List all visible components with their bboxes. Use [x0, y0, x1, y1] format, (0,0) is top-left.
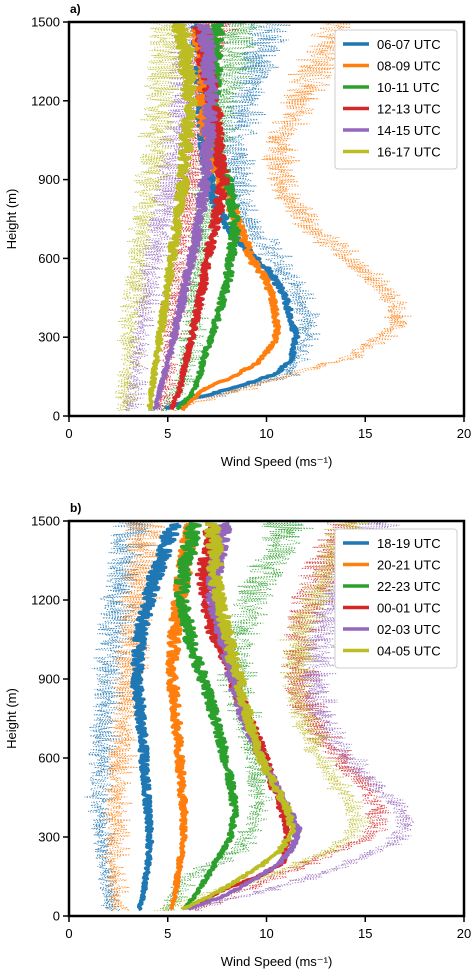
series-envelope-18-19-utc [88, 521, 149, 912]
legend-label: 04-05 UTC [377, 644, 441, 659]
x-tick-label: 5 [164, 426, 171, 441]
legend-label: 08-09 UTC [377, 59, 441, 74]
series-envelope-12-13-utc [155, 22, 229, 411]
x-tick-label: 15 [358, 426, 372, 441]
y-tick-label: 300 [38, 330, 60, 345]
x-tick-label: 0 [65, 926, 72, 941]
series-envelope-16-17-utc [116, 22, 184, 412]
legend-label: 22-23 UTC [377, 579, 441, 594]
y-tick-label: 0 [53, 409, 60, 424]
plot-area [114, 22, 413, 412]
series-envelope-06-07-utc [148, 22, 313, 412]
series-line-22-23-utc [173, 522, 240, 911]
x-tick-label: 20 [457, 926, 471, 941]
legend-label: 20-21 UTC [377, 558, 441, 573]
y-tick-label: 900 [38, 172, 60, 187]
legend-label: 00-01 UTC [377, 601, 441, 616]
legend-label: 12-13 UTC [377, 102, 441, 117]
y-tick-label: 1200 [31, 593, 60, 608]
legend-label: 14-15 UTC [377, 123, 441, 138]
series-envelope-18-19-utc [84, 521, 157, 912]
y-tick-label: 0 [53, 909, 60, 924]
x-axis-label: Wind Speed (ms⁻¹) [221, 454, 333, 469]
legend-label: 06-07 UTC [377, 37, 441, 52]
series-envelope-14-15-utc [123, 22, 218, 412]
y-tick-label: 600 [38, 751, 60, 766]
series-line-12-13-utc [169, 23, 230, 411]
legend-label: 16-17 UTC [377, 145, 441, 160]
x-tick-label: 0 [65, 426, 72, 441]
y-axis-label: Height (m) [4, 688, 19, 749]
y-tick-label: 600 [38, 251, 60, 266]
series-envelope-06-07-utc [148, 22, 321, 412]
x-tick-label: 10 [259, 426, 273, 441]
legend-label: 02-03 UTC [377, 622, 441, 637]
y-tick-label: 300 [38, 830, 60, 845]
legend-label: 10-11 UTC [377, 80, 440, 95]
plot-area [84, 521, 416, 912]
x-tick-label: 15 [358, 926, 372, 941]
panel-a: 0 5 10 15 20 0 300 600 900 1200 1500 Wind Speed (ms… [4, 2, 471, 469]
series-line-04-05-utc [180, 522, 297, 911]
y-axis-label: Height (m) [4, 189, 19, 250]
series-envelope-00-01-utc [190, 521, 384, 912]
legend: 06-07 UTC 08-09 UTC 10-11 UTC 12-13 UTC 14-1… [334, 29, 458, 170]
series-line-20-21-utc [165, 522, 199, 911]
panel-label: a) [70, 2, 81, 16]
legend-label: 18-19 UTC [377, 536, 441, 551]
panel-b: 0 5 10 15 20 0 300 600 900 1200 1500 Wind Speed (ms… [4, 501, 471, 969]
series-line-14-15-utc [152, 23, 220, 411]
y-tick-label: 1200 [31, 93, 60, 108]
series-line-18-19-utc [130, 522, 182, 912]
series-envelope-22-23-utc [160, 521, 314, 912]
series-envelope-02-03-utc [189, 521, 411, 911]
series-envelope-08-09-utc [171, 22, 407, 412]
panel-label: b) [70, 501, 81, 515]
y-tick-label: 900 [38, 672, 60, 687]
series-line-16-17-utc [146, 23, 198, 412]
y-tick-label: 1500 [31, 15, 60, 30]
series-line-02-03-utc [186, 522, 303, 911]
legend: 18-19 UTC 20-21 UTC 22-23 UTC 00-01 UTC 02-0… [334, 528, 458, 669]
x-tick-label: 10 [259, 926, 273, 941]
y-tick-label: 1500 [31, 514, 60, 529]
series-envelope-22-23-utc [162, 521, 303, 912]
x-axis-label: Wind Speed (ms⁻¹) [221, 954, 333, 969]
x-tick-label: 5 [164, 926, 171, 941]
x-tick-label: 20 [457, 426, 471, 441]
series-envelope-16-17-utc [114, 22, 190, 412]
